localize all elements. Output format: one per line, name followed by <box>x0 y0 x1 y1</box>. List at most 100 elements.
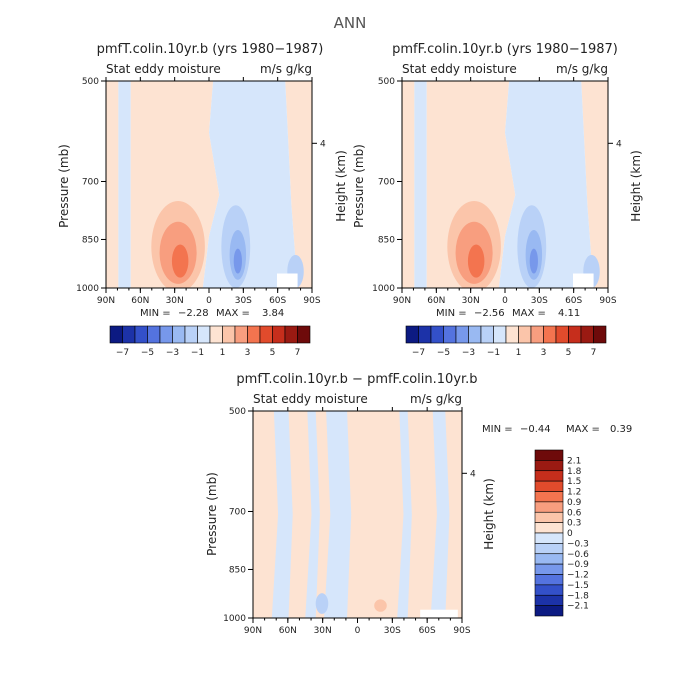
panel-2-colorbar-box <box>543 325 557 344</box>
panel-3-xtick-label: 0 <box>355 626 361 636</box>
panel-3-colorbar-label: −0.6 <box>567 550 589 560</box>
panel-2-colorbar-box <box>518 325 532 344</box>
panel-2-colorbar-box <box>555 325 569 344</box>
panel-1-colorbar-label: 1 <box>220 348 226 358</box>
panel-1-colorbar-box <box>247 325 261 344</box>
panel-3-colorbar-label: 0.9 <box>567 498 582 508</box>
panel-1-colorbar-box <box>134 325 148 344</box>
panel-3-xtick-label: 60N <box>279 626 297 636</box>
panel-3-colorbar-box <box>534 605 564 617</box>
panel-2-colorbar-label: −7 <box>412 348 425 358</box>
panel-2-band-far-north <box>402 81 415 288</box>
panel-1-colorbar-box <box>284 325 298 344</box>
panel-2-colorbar-box <box>418 325 432 344</box>
panel-3-colorbar-label: 2.1 <box>567 456 581 466</box>
panel-2-subtitle-right: m/s g/kg <box>556 62 608 76</box>
panel-2-xtick-label: 30N <box>462 296 480 306</box>
panel-2-title: pmfF.colin.10yr.b (yrs 1980−1987) <box>392 42 618 57</box>
panel-2-max-label: MAX = <box>512 308 546 319</box>
panel-2-ytick-right-label: 4 <box>616 139 622 149</box>
panel-1-colorbar: −7 −5 −3 −1 1 3 5 7 <box>109 325 311 358</box>
panel-2-contours <box>402 81 608 288</box>
panel-2-subtitle-left: Stat eddy moisture <box>402 62 517 76</box>
panel-3-colorbar: 2.11.81.51.20.90.60.30−0.3−0.6−0.9−1.2−1… <box>534 449 589 617</box>
panel-1-colorbar-box <box>259 325 273 344</box>
panel-2: pmfF.colin.10yr.b (yrs 1980−1987) Stat e… <box>352 42 643 358</box>
panel-3-ylabel: Pressure (mb) <box>205 472 219 556</box>
panel-2-ylabel: Pressure (mb) <box>352 144 366 228</box>
panel-2-colorbar-box <box>505 325 519 344</box>
panel-3-colorbar-label: 0 <box>567 529 573 539</box>
panel-3-colorbar-box <box>534 501 564 513</box>
panel-1-colorbar-label: −3 <box>166 348 179 358</box>
panel-1-colorbar-box <box>184 325 198 344</box>
panel-3-title: pmfT.colin.10yr.b − pmfF.colin.10yr.b <box>236 372 477 387</box>
panel-3-colorbar-label: 0.6 <box>567 508 582 518</box>
panel-2-colorbar-box <box>480 325 494 344</box>
panel-2-colorbar-box <box>530 325 544 344</box>
panel-3-ylabel-right: Height (km) <box>482 478 496 549</box>
panel-3-colorbar-box <box>534 594 564 606</box>
panel-3-colorbar-label: −1.5 <box>567 581 589 591</box>
panel-3-colorbar-box <box>534 563 564 575</box>
panel-1-xtick-label: 90N <box>97 296 115 306</box>
panel-1-title: pmfT.colin.10yr.b (yrs 1980−1987) <box>97 42 324 57</box>
panel-3-colorbar-label: −1.8 <box>567 591 589 601</box>
panel-3-colorbar-box <box>534 584 564 596</box>
panel-1-ytick-right-label: 4 <box>320 139 326 149</box>
panel-3: pmfT.colin.10yr.b − pmfF.colin.10yr.b St… <box>205 372 632 636</box>
panel-1-colorbar-box <box>172 325 186 344</box>
panel-3-colorbar-box <box>534 532 564 544</box>
panel-2-min-value: −2.56 <box>474 308 505 319</box>
panel-1-colorbar-box <box>222 325 236 344</box>
panel-1-colorbar-box <box>109 325 123 344</box>
panel-2-xtick-label: 60N <box>427 296 445 306</box>
panel-3-colorbar-box <box>534 449 564 461</box>
panel-3-colorbar-label: 1.5 <box>567 477 581 487</box>
panel-2-colorbar-box <box>468 325 482 344</box>
panel-1-xtick-label: 90S <box>303 296 320 306</box>
panel-2-colorbar-label: 7 <box>591 348 597 358</box>
panel-3-ytick-label: 1000 <box>223 614 246 624</box>
panel-2-colorbar-label: 5 <box>566 348 572 358</box>
panel-2-xtick-label: 30S <box>531 296 548 306</box>
panel-3-max-label: MAX = <box>566 424 600 435</box>
panel-1-colorbar-label: −5 <box>141 348 154 358</box>
panel-3-negative-band-3 <box>324 411 352 618</box>
panel-2-plot-area <box>401 80 609 289</box>
panel-1-colorbar-label: 7 <box>295 348 301 358</box>
panel-2-colorbar-label: −5 <box>437 348 450 358</box>
panel-1-colorbar-label: −7 <box>116 348 129 358</box>
panel-3-subtitle-right: m/s g/kg <box>410 392 462 406</box>
panel-1-colorbar-label: 3 <box>245 348 251 358</box>
panel-3-colorbar-label: 1.2 <box>567 488 581 498</box>
panel-2-colorbar-label: −1 <box>487 348 500 358</box>
panel-2-colorbar-box <box>568 325 582 344</box>
panel-1-colorbar-box <box>147 325 161 344</box>
panel-3-ticks: 90N 60N 30N 0 30S 60S 90S 500 700 850 1000 4 <box>223 407 476 636</box>
panel-1-xtick-label: 60N <box>131 296 149 306</box>
panel-2-colorbar-box <box>493 325 507 344</box>
panel-1-xtick-label: 0 <box>206 296 212 306</box>
panel-1-colorbar-box <box>159 325 173 344</box>
panel-3-max-value: 0.39 <box>610 424 632 435</box>
panel-1: pmfT.colin.10yr.b (yrs 1980−1987) Stat e… <box>57 42 348 358</box>
panel-3-negative-band-2 <box>305 411 320 618</box>
panel-3-xtick-label: 30N <box>314 626 332 636</box>
panel-1-ticks: 90N 60N 30N 0 30S 60S 90S 500 700 850 1000 4 <box>76 77 326 306</box>
panel-1-subtitle-right: m/s g/kg <box>260 62 312 76</box>
panel-3-xtick-label: 30S <box>384 626 401 636</box>
panel-2-colorbar-box <box>430 325 444 344</box>
panel-3-negative-band-5 <box>430 411 450 618</box>
panel-2-colorbar-label: 1 <box>516 348 522 358</box>
panel-2-colorbar-box <box>405 325 419 344</box>
panel-1-xtick-label: 30S <box>235 296 252 306</box>
panel-2-min-level-3 <box>529 248 538 274</box>
panel-1-ytick-label: 700 <box>82 177 99 187</box>
panel-1-max-level-3 <box>171 244 189 278</box>
panel-2-band-north-neg <box>414 81 427 288</box>
panel-3-xtick-label: 90S <box>453 626 470 636</box>
panel-3-xtick-label: 90N <box>244 626 262 636</box>
panel-1-ylabel: Pressure (mb) <box>57 144 71 228</box>
